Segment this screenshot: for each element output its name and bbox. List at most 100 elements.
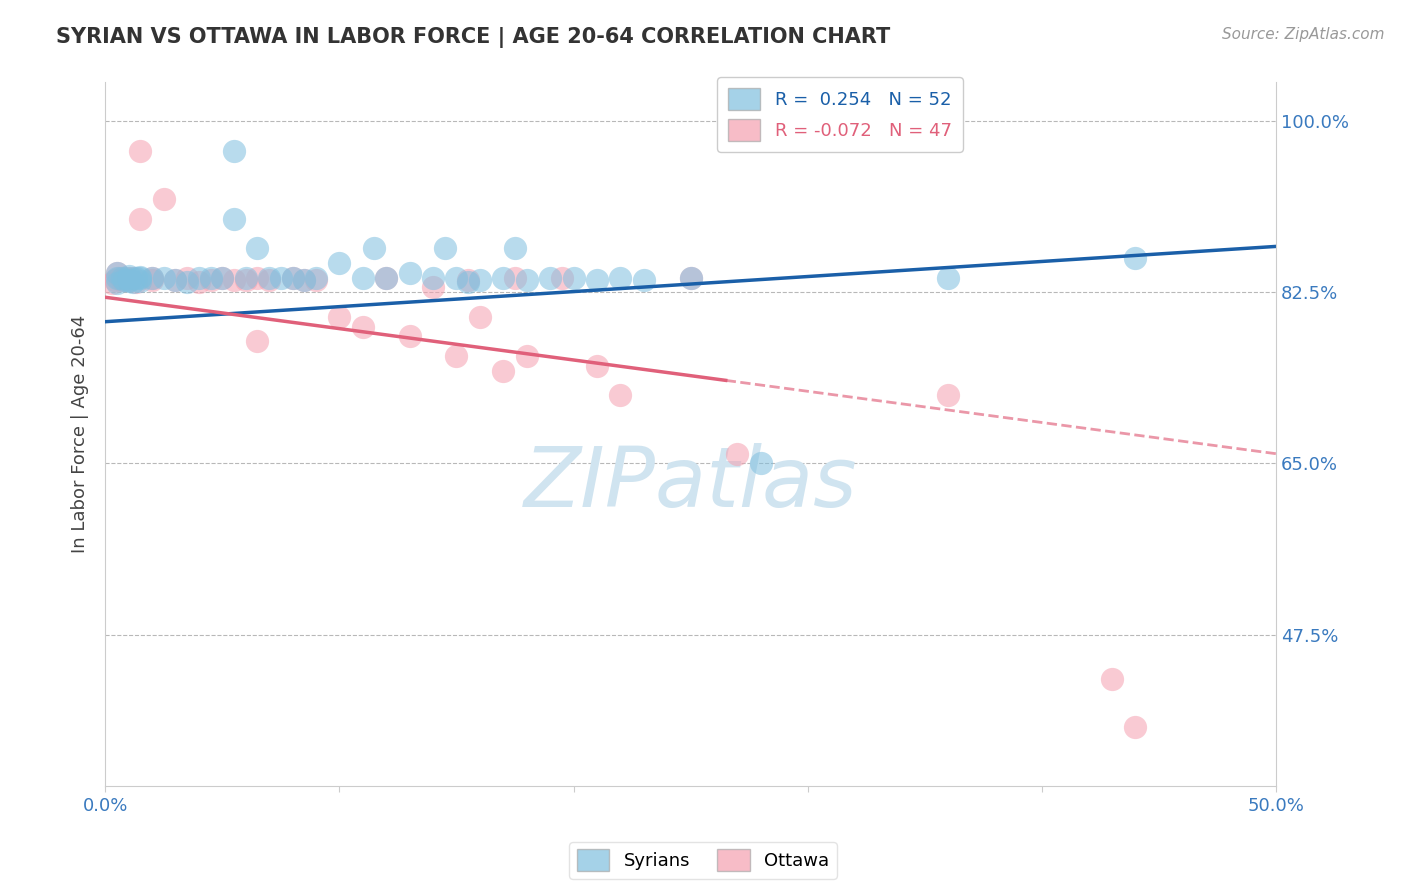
Point: [503, 241, 526, 255]
Point: [633, 273, 655, 287]
Point: [725, 447, 748, 461]
Point: [749, 457, 772, 471]
Point: [516, 273, 538, 287]
Point: [468, 273, 491, 287]
Point: [492, 363, 515, 377]
Point: [222, 144, 245, 158]
Point: [375, 270, 398, 285]
Point: [129, 270, 152, 285]
Point: [551, 270, 574, 285]
Point: [112, 273, 135, 287]
Point: [352, 270, 374, 285]
Text: SYRIAN VS OTTAWA IN LABOR FORCE | AGE 20-64 CORRELATION CHART: SYRIAN VS OTTAWA IN LABOR FORCE | AGE 20…: [56, 27, 890, 48]
Point: [1125, 251, 1147, 265]
Point: [112, 273, 135, 287]
Point: [609, 388, 631, 402]
Legend: Syrians, Ottawa: Syrians, Ottawa: [569, 842, 837, 879]
Text: ZIPatlas: ZIPatlas: [524, 443, 858, 524]
Point: [422, 270, 444, 285]
Point: [141, 273, 163, 287]
Point: [165, 273, 187, 287]
Point: [176, 270, 198, 285]
Point: [105, 270, 128, 285]
Point: [468, 310, 491, 324]
Point: [110, 270, 132, 285]
Point: [211, 270, 233, 285]
Point: [562, 270, 585, 285]
Point: [305, 273, 328, 287]
Point: [122, 275, 145, 289]
Point: [257, 270, 280, 285]
Point: [141, 270, 163, 285]
Point: [115, 270, 138, 285]
Point: [398, 266, 420, 280]
Point: [211, 270, 233, 285]
Point: [110, 273, 132, 287]
Point: [375, 270, 398, 285]
Y-axis label: In Labor Force | Age 20-64: In Labor Force | Age 20-64: [72, 315, 89, 553]
Point: [1125, 721, 1147, 735]
Point: [446, 349, 468, 363]
Point: [103, 273, 125, 287]
Point: [152, 270, 174, 285]
Point: [305, 270, 328, 285]
Point: [124, 270, 146, 285]
Point: [503, 270, 526, 285]
Point: [328, 256, 350, 270]
Point: [176, 275, 198, 289]
Point: [129, 144, 152, 158]
Text: Source: ZipAtlas.com: Source: ZipAtlas.com: [1222, 27, 1385, 42]
Point: [246, 270, 269, 285]
Point: [281, 270, 304, 285]
Point: [222, 273, 245, 287]
Point: [586, 273, 609, 287]
Point: [165, 273, 187, 287]
Point: [398, 329, 420, 343]
Point: [108, 270, 131, 285]
Point: [187, 270, 209, 285]
Point: [257, 273, 280, 287]
Point: [492, 270, 515, 285]
Point: [122, 270, 145, 285]
Point: [292, 273, 315, 287]
Point: [246, 241, 269, 255]
Point: [457, 275, 479, 289]
Point: [433, 241, 456, 255]
Point: [117, 274, 139, 288]
Point: [679, 270, 702, 285]
Point: [281, 270, 304, 285]
Point: [129, 274, 152, 288]
Point: [246, 334, 269, 349]
Point: [457, 273, 479, 287]
Point: [586, 359, 609, 373]
Point: [117, 273, 139, 287]
Point: [117, 268, 139, 283]
Point: [187, 275, 209, 289]
Point: [129, 212, 152, 227]
Point: [516, 349, 538, 363]
Point: [101, 276, 124, 290]
Point: [105, 276, 128, 290]
Point: [117, 270, 139, 285]
Point: [105, 266, 128, 280]
Point: [124, 275, 146, 289]
Point: [200, 273, 222, 287]
Point: [679, 270, 702, 285]
Point: [292, 273, 315, 287]
Point: [222, 212, 245, 227]
Point: [270, 270, 292, 285]
Point: [152, 193, 174, 207]
Point: [200, 270, 222, 285]
Point: [117, 273, 139, 287]
Point: [235, 273, 257, 287]
Legend: R =  0.254   N = 52, R = -0.072   N = 47: R = 0.254 N = 52, R = -0.072 N = 47: [717, 77, 963, 152]
Point: [235, 270, 257, 285]
Point: [352, 319, 374, 334]
Point: [328, 310, 350, 324]
Point: [105, 266, 128, 280]
Point: [936, 270, 959, 285]
Point: [609, 270, 631, 285]
Point: [538, 270, 561, 285]
Point: [129, 269, 152, 284]
Point: [1101, 672, 1123, 686]
